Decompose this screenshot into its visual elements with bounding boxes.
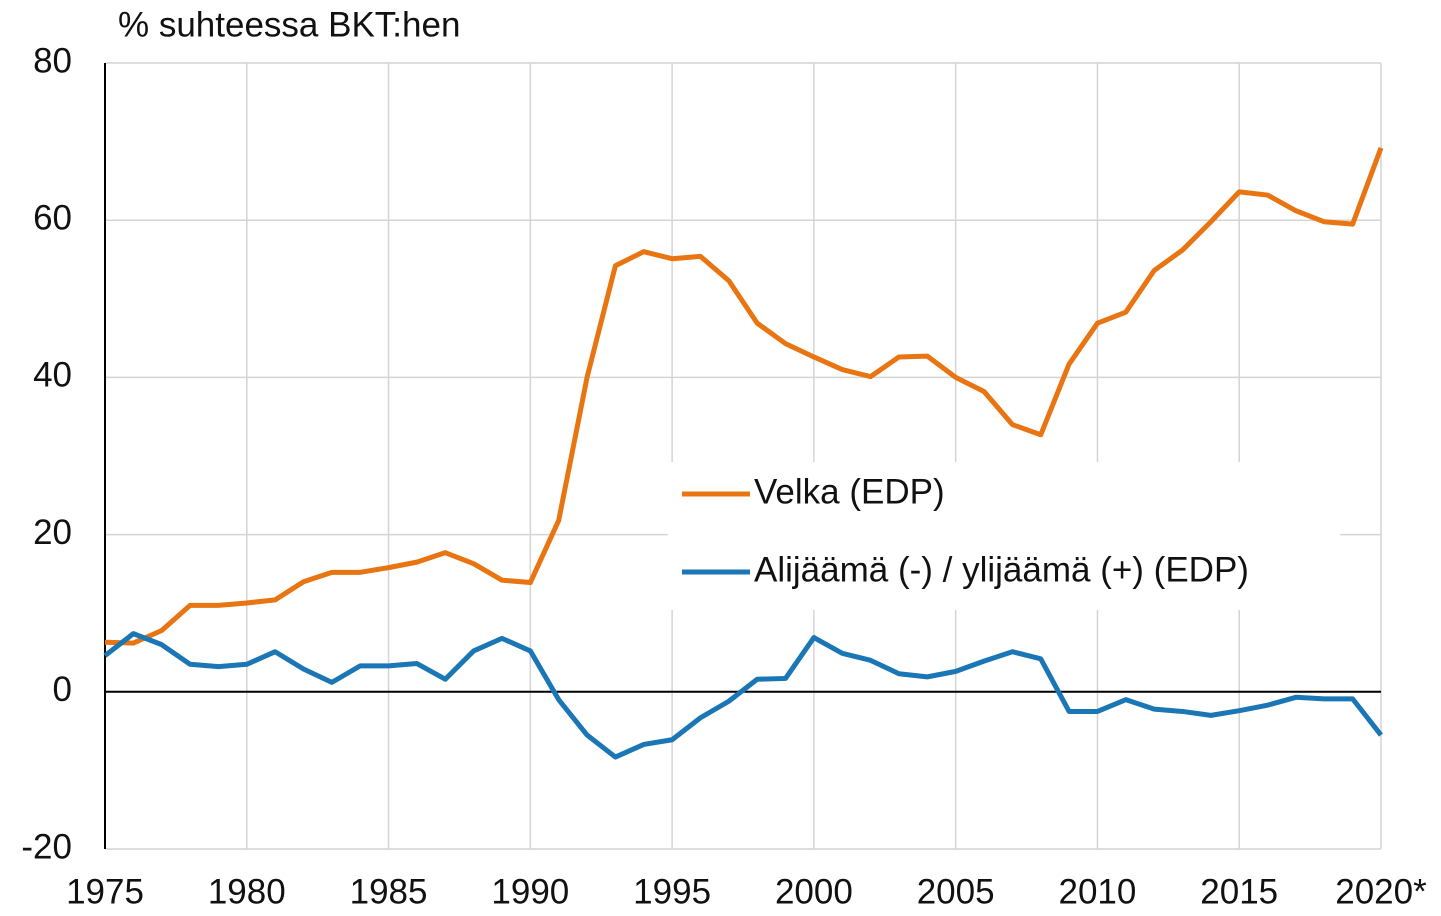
- x-tick-label: 2015: [1200, 872, 1278, 911]
- x-tick-label: 2005: [917, 872, 995, 911]
- x-tick-label: 2020*: [1335, 872, 1427, 911]
- line-series: [104, 147, 1384, 646]
- y-tick-label: 40: [33, 356, 72, 395]
- legend-box: [668, 462, 1340, 610]
- x-tick-label: 1990: [491, 872, 569, 911]
- x-tick-label: 1980: [208, 872, 286, 911]
- y-tick-label: 20: [33, 513, 72, 552]
- y-tick-label: 60: [33, 198, 72, 237]
- x-tick-label: 2000: [775, 872, 853, 911]
- legend: Velka (EDP) Alijäämä (-) / ylijäämä (+) (…: [668, 462, 1340, 610]
- legend-label: Alijäämä (-) / ylijäämä (+) (EDP): [754, 550, 1249, 589]
- line-series: [103, 631, 1383, 760]
- legend-label: Velka (EDP): [754, 472, 945, 511]
- x-tick-label: 1995: [633, 872, 711, 911]
- y-tick-label: 80: [33, 41, 72, 80]
- y-tick-label: 0: [53, 670, 72, 709]
- x-tick-label: 2010: [1059, 872, 1137, 911]
- y-tick-label: -20: [21, 827, 72, 866]
- x-tick-label: 1975: [66, 872, 144, 911]
- chart-title: % suhteessa BKT:hen: [118, 5, 460, 44]
- x-tick-label: 1985: [350, 872, 428, 911]
